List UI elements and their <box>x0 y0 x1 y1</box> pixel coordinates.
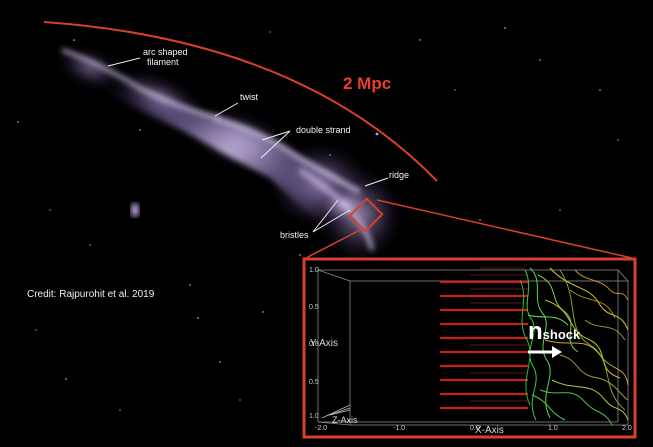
normal-symbol: n <box>528 318 543 345</box>
x-axis-label: X-Axis <box>475 425 504 436</box>
z-axis-stub <box>321 404 351 419</box>
image-credit: Credit: Rajpurohit et al. 2019 <box>27 289 155 300</box>
annotation-arc-shaped-filament: arc shaped filament <box>143 47 188 67</box>
x-tick-2: -1.0 <box>393 425 406 432</box>
y-tick-4: 0.5 <box>309 379 319 386</box>
annotation-line-2: filament <box>147 57 179 67</box>
scale-label: 2 Mpc <box>343 74 392 93</box>
zoom-region-box <box>305 197 633 259</box>
x-tick-1: -2.0 <box>315 425 328 432</box>
shock-normal-arrow <box>528 346 562 358</box>
inset-bounding-box <box>317 269 629 426</box>
scale-arc <box>43 21 438 182</box>
y-tick-top: 1.0 <box>309 267 319 274</box>
turbulent-field-lines <box>519 267 629 426</box>
x-tick-5: 2.0 <box>622 425 632 432</box>
red-field-lines <box>440 280 528 410</box>
compact-source <box>131 203 139 217</box>
normal-subscript: shock <box>542 327 581 342</box>
simulation-inset <box>302 257 637 439</box>
annotation-bristles: bristles <box>280 230 309 240</box>
shock-normal-label: nshock <box>528 318 580 346</box>
y-axis-label: Y-Axis <box>310 338 338 349</box>
annotation-twist: twist <box>240 92 258 102</box>
y-tick-bottom: 1.0 <box>309 413 319 420</box>
z-axis-label: Z-Axis <box>332 415 358 425</box>
annotation-double-strand: double strand <box>296 125 351 135</box>
annotation-ridge: ridge <box>389 170 410 180</box>
y-tick-2: 0.5 <box>309 304 319 311</box>
x-tick-3: 0.0 <box>470 425 480 432</box>
annotation-line-1: arc shaped <box>143 47 188 57</box>
y-tick-3: 0.0 <box>309 341 319 348</box>
x-tick-4: 1.0 <box>548 425 558 432</box>
annotation-leaders <box>107 57 389 233</box>
